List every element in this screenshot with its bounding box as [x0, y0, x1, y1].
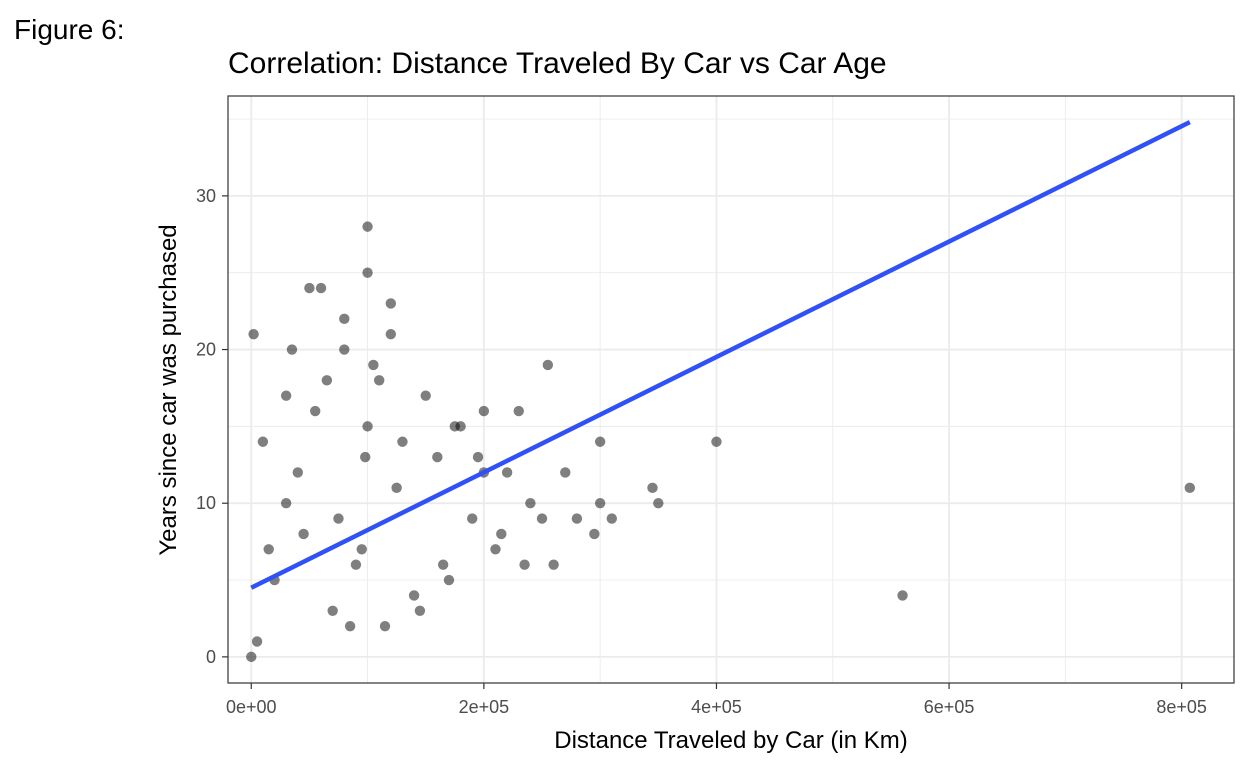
data-point [525, 498, 536, 509]
x-tick-label: 8e+05 [1156, 697, 1207, 717]
data-point [385, 328, 397, 340]
data-point [397, 436, 408, 447]
data-point [373, 375, 385, 386]
fit-line-layer [250, 120, 1191, 590]
data-point [589, 528, 600, 540]
data-point [360, 451, 371, 463]
data-point [356, 544, 367, 555]
data-point [298, 528, 309, 540]
data-point [310, 405, 321, 417]
data-point [653, 498, 664, 509]
data-point [449, 421, 460, 432]
data-point [897, 590, 908, 601]
data-point [339, 344, 350, 355]
data-point [344, 620, 356, 632]
data-point [368, 359, 379, 371]
data-point [513, 405, 524, 417]
data-point [1184, 482, 1196, 494]
data-point [286, 344, 298, 355]
panel-border [227, 95, 1235, 684]
data-point [315, 282, 327, 294]
data-point [571, 513, 583, 524]
data-point [536, 513, 548, 524]
data-point [437, 559, 449, 570]
data-point [711, 436, 722, 447]
x-tick-label: 4e+05 [691, 697, 742, 717]
y-axis: 0 10 20 30 [196, 186, 228, 667]
data-point [467, 513, 478, 524]
points-layer [246, 221, 1196, 663]
data-point [391, 482, 402, 494]
data-point [362, 267, 373, 278]
data-point [333, 513, 344, 524]
data-point [248, 328, 259, 340]
data-point [385, 298, 397, 309]
x-tick-label: 2e+05 [459, 697, 510, 717]
grid-minor [228, 96, 1234, 683]
data-point [263, 544, 274, 555]
data-point [478, 405, 490, 417]
y-tick-label: 30 [196, 186, 216, 206]
x-axis: 0e+00 2e+05 4e+05 6e+05 8e+05 [226, 683, 1207, 717]
data-point [496, 528, 507, 540]
data-point [246, 651, 257, 663]
data-point [472, 451, 484, 463]
data-point [304, 282, 315, 294]
data-point [432, 451, 443, 463]
data-point [560, 467, 571, 478]
data-point [501, 467, 513, 478]
data-point [414, 605, 426, 616]
x-tick-label: 6e+05 [924, 697, 975, 717]
data-point [548, 559, 559, 570]
y-axis-title: Years since car was purchased [155, 224, 182, 555]
data-point [408, 590, 420, 601]
data-point [339, 313, 350, 325]
data-point [257, 436, 269, 447]
grid-major [228, 96, 1234, 683]
data-point [362, 221, 373, 232]
data-point [594, 436, 606, 447]
data-point [292, 467, 303, 478]
data-point [490, 544, 501, 555]
data-point [606, 513, 617, 524]
data-point [280, 498, 292, 509]
data-point [251, 636, 263, 647]
data-point [420, 390, 431, 401]
data-point [327, 605, 338, 616]
data-point [350, 559, 362, 570]
chart-title: Correlation: Distance Traveled By Car vs… [228, 47, 887, 80]
x-axis-title: Distance Traveled by Car (in Km) [554, 727, 907, 754]
data-point [321, 375, 333, 386]
data-point [280, 390, 292, 401]
x-tick-label: 0e+00 [226, 697, 277, 717]
data-point [594, 498, 606, 509]
y-tick-label: 10 [196, 493, 216, 513]
data-point [647, 482, 658, 494]
figure-label: Figure 6: [14, 14, 125, 45]
y-tick-label: 0 [206, 647, 216, 667]
data-point [519, 559, 530, 570]
y-tick-label: 20 [196, 340, 216, 360]
data-point [542, 359, 554, 371]
fit-line [250, 120, 1191, 590]
data-point [443, 574, 455, 586]
data-point [379, 620, 391, 632]
data-point [362, 421, 373, 432]
